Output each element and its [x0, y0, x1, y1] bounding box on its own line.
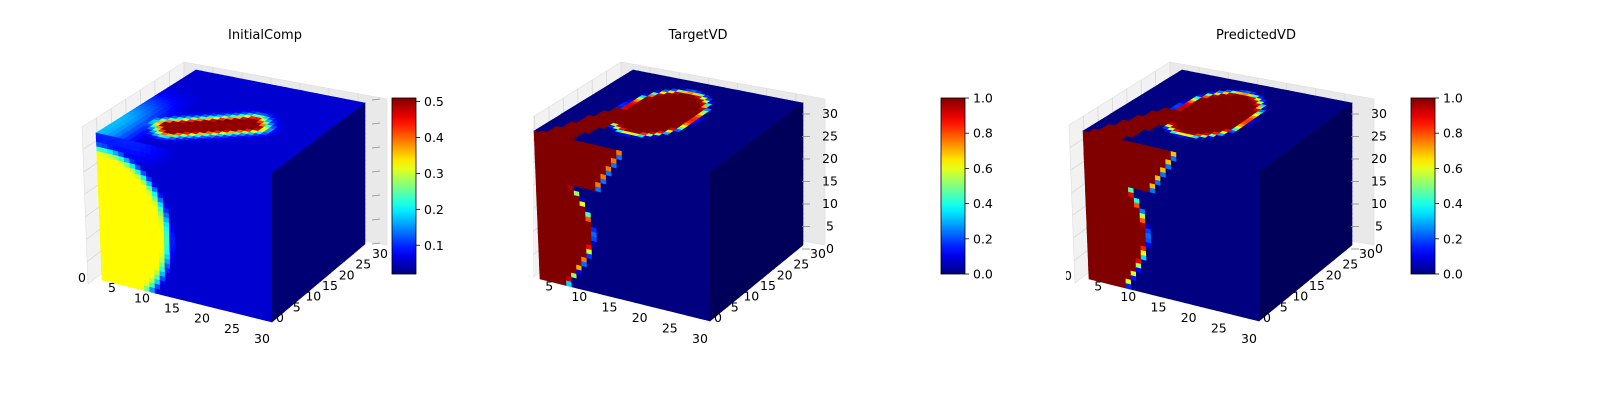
y-tick-label: 20	[339, 267, 355, 282]
voxel	[656, 302, 663, 310]
x-tick-label: 30	[254, 331, 270, 346]
voxel-volume	[533, 61, 826, 322]
face-front	[95, 132, 273, 323]
voxel	[266, 315, 273, 323]
voxel	[560, 279, 567, 286]
x-tick-label: 10	[134, 290, 150, 305]
colorbar: 0.1 0.2 0.3 0.4 0.5	[391, 94, 444, 275]
voxel	[223, 305, 230, 312]
x-tick-label: 0	[78, 270, 86, 285]
y-tick-label: 0	[276, 310, 284, 325]
z-tick-mark	[371, 170, 381, 173]
voxel	[361, 238, 366, 248]
voxel	[117, 278, 124, 286]
colorbar-gradient	[391, 97, 417, 275]
voxel	[624, 295, 631, 302]
voxel	[613, 292, 621, 300]
voxel	[191, 297, 198, 304]
voxel	[587, 285, 594, 293]
voxel	[175, 293, 183, 301]
voxel	[661, 304, 668, 311]
voxel	[667, 305, 674, 313]
voxel-volume	[81, 61, 388, 323]
face-shade	[272, 103, 365, 322]
voxel	[159, 289, 167, 297]
colorbar-tick-label: 0.1	[424, 238, 444, 253]
z-tick-mark	[371, 146, 381, 149]
z-tick-mark	[371, 194, 381, 197]
voxel	[651, 301, 658, 309]
voxel	[154, 288, 161, 295]
voxel	[555, 277, 562, 285]
x-tick-label: 5	[108, 280, 116, 295]
colorbar-tick-label: 0.3	[424, 166, 444, 181]
voxel	[629, 296, 636, 303]
voxel	[245, 310, 252, 318]
subplot-initialcomp: InitialComp 0 5 10 15 20 25 30 0 5 10 15 20 25 30 0.1 0…	[0, 0, 533, 400]
voxel	[197, 298, 204, 306]
voxel	[597, 288, 605, 296]
voxel	[592, 287, 599, 294]
y-tick-label: 5	[293, 299, 301, 314]
z-tick-mark	[371, 122, 381, 125]
plot-title: TargetVD	[667, 28, 727, 43]
y-tick-label: 10	[305, 289, 321, 304]
z-tick-mark	[371, 242, 381, 245]
voxel	[255, 313, 262, 320]
voxel	[186, 296, 193, 303]
y-tick-label: 15	[322, 278, 338, 293]
z-tick-mark	[371, 218, 381, 221]
voxel	[165, 290, 172, 298]
voxel	[250, 311, 257, 319]
voxel	[149, 286, 156, 294]
axes-3d-targetvd: TargetVD 0510152025300510152025300510152…	[533, 28, 993, 346]
voxel	[603, 289, 610, 297]
voxel	[645, 300, 652, 307]
voxel	[207, 301, 214, 308]
colorbar-tick-label: 0.5	[424, 94, 444, 109]
voxel	[101, 275, 108, 282]
face-side	[271, 102, 366, 323]
x-tick-label: 15	[164, 301, 180, 316]
voxel	[218, 303, 225, 311]
face-top	[533, 69, 804, 173]
voxel	[213, 302, 220, 310]
colorbar-tick-label: 0.2	[424, 202, 444, 217]
x-tick-label: 25	[224, 321, 240, 336]
voxel	[181, 294, 188, 302]
voxel	[635, 297, 642, 305]
voxel	[608, 291, 615, 298]
voxel	[239, 309, 246, 316]
subplot-targetvd: TargetVD 0510152025300510152025300510152…	[533, 0, 1066, 400]
voxel	[234, 307, 241, 315]
y-tick-label: 30	[372, 246, 388, 261]
voxel	[133, 282, 140, 290]
plot-title: InitialComp	[228, 28, 302, 43]
voxel	[229, 306, 236, 314]
voxel	[566, 280, 573, 288]
voxel	[202, 299, 209, 307]
z-tick-mark	[371, 98, 381, 101]
colorbar-tick-label: 0.4	[424, 130, 444, 145]
axes-3d-initialcomp: InitialComp 0510152025300510152025300.10…	[78, 28, 444, 346]
y-tick-label: 25	[355, 257, 371, 272]
voxel	[640, 298, 647, 306]
voxel	[261, 314, 268, 322]
x-tick-label: 20	[194, 311, 210, 326]
voxel	[128, 281, 135, 289]
face-top	[95, 69, 366, 174]
